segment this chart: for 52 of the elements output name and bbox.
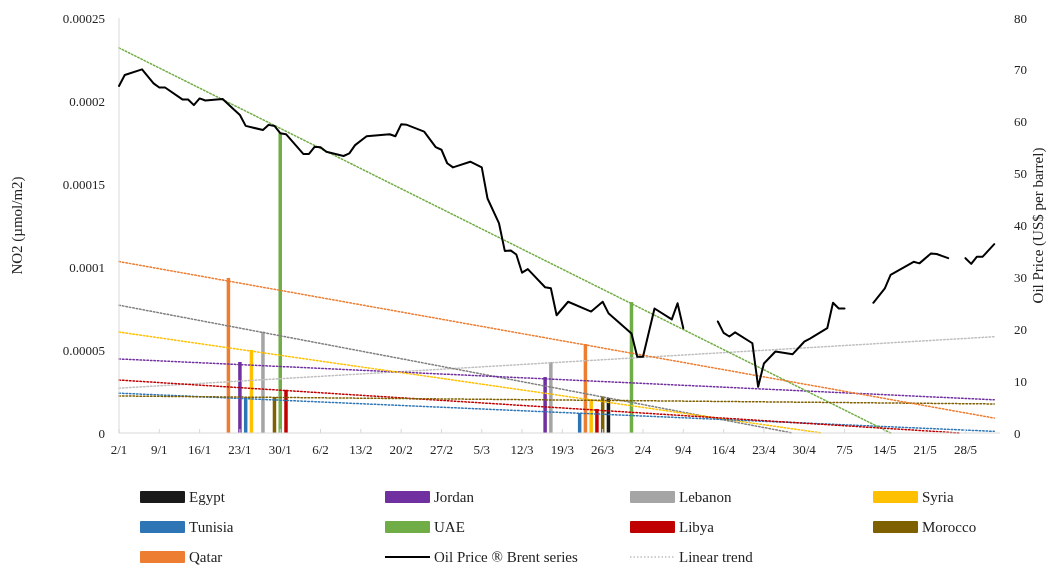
y2-tick-label: 20	[1014, 321, 1027, 337]
x-tick-label: 26/3	[591, 442, 615, 457]
x-tick-label: 23/4	[752, 442, 776, 457]
legend-label: Lebanon	[679, 489, 732, 505]
legend-label: Linear trend	[679, 549, 754, 565]
x-tick-label: 23/1	[228, 442, 252, 457]
x-tick-label: 12/3	[510, 442, 534, 457]
legend-label: UAE	[434, 519, 465, 535]
x-tick-label: 2/4	[634, 442, 652, 457]
y-axis-title: NO2 (µmol/m2)	[9, 176, 26, 275]
x-tick-label: 16/1	[188, 442, 212, 457]
y-tick-label: 0.00015	[62, 176, 105, 192]
y2-tick-label: 80	[1014, 10, 1027, 26]
x-tick-label: 7/5	[836, 442, 853, 457]
bar	[278, 132, 282, 433]
y2-tick-label: 0	[1014, 425, 1021, 441]
legend-label: Syria	[922, 489, 954, 505]
y2-tick-label: 30	[1014, 269, 1027, 285]
legend-label: Qatar	[189, 549, 223, 565]
x-tick-label: 14/5	[873, 442, 897, 457]
x-tick-label: 21/5	[913, 442, 937, 457]
bar	[261, 331, 265, 433]
x-tick-label: 2/1	[110, 442, 128, 457]
x-tick-label: 13/2	[349, 442, 373, 457]
x-tick-label: 27/2	[429, 442, 454, 457]
y2-tick-label: 70	[1014, 62, 1027, 78]
y2-tick-label: 60	[1014, 114, 1027, 130]
x-tick-label: 20/2	[389, 442, 413, 457]
y2-tick-label: 10	[1014, 373, 1027, 389]
legend-label: Jordan	[434, 489, 475, 505]
y2-axis-title: Oil Price (US$ per barrel)	[1030, 147, 1047, 304]
legend-label: Tunisia	[189, 519, 234, 535]
y-tick-label: 0.0001	[69, 259, 105, 275]
y-tick-label: 0.00025	[62, 10, 105, 26]
y2-tick-label: 50	[1014, 166, 1027, 182]
legend-label: Egypt	[189, 489, 226, 505]
legend-label: Morocco	[922, 519, 977, 535]
x-tick-label: 30/4	[792, 442, 817, 457]
legend-label: Oil Price ® Brent series	[434, 549, 579, 565]
x-tick-label: 9/4	[674, 442, 693, 457]
x-tick-label: 5/3	[473, 442, 491, 457]
y-tick-label: 0	[98, 425, 105, 441]
x-tick-label: 16/4	[712, 442, 736, 457]
legend-label: Libya	[679, 519, 715, 535]
y2-tick-label: 40	[1014, 218, 1027, 233]
y-tick-label: 0.0002	[69, 93, 105, 109]
x-tick-label: 9/1	[150, 442, 168, 457]
x-tick-label: 19/3	[550, 442, 574, 457]
x-tick-label: 28/5	[953, 442, 978, 457]
x-tick-label: 30/1	[268, 442, 292, 457]
y-tick-label: 0.00005	[62, 342, 105, 358]
x-tick-label: 6/2	[312, 442, 329, 457]
